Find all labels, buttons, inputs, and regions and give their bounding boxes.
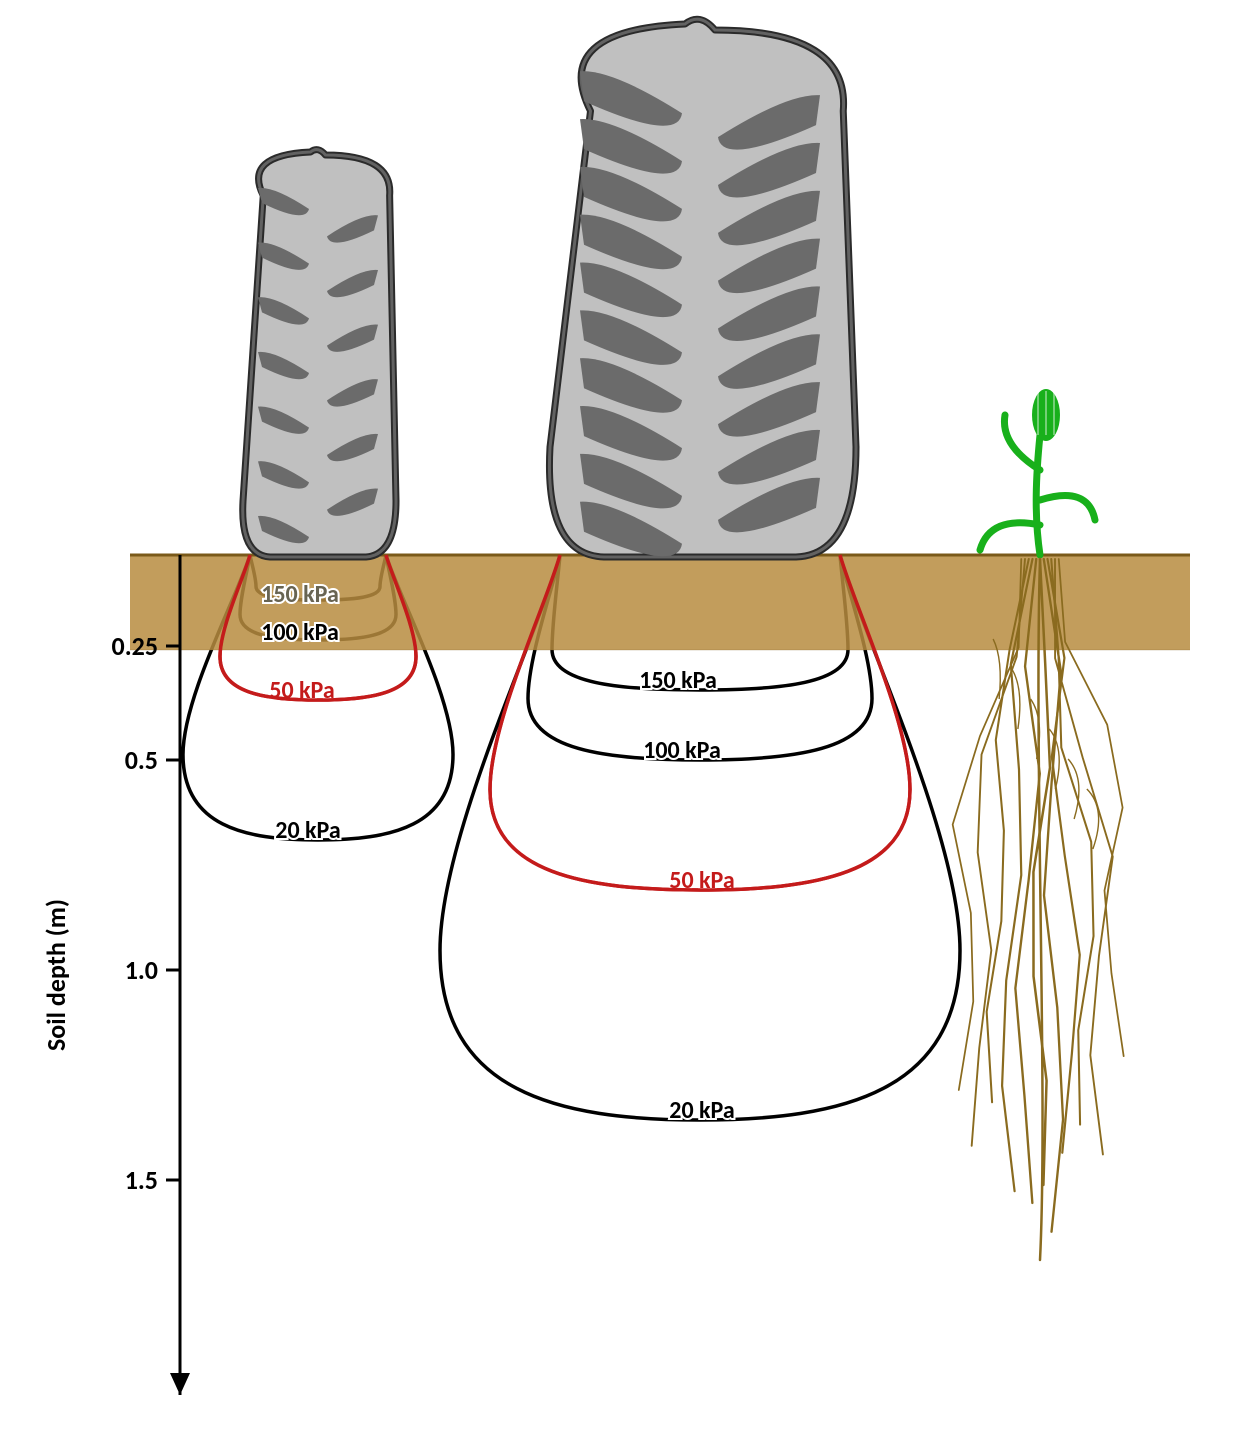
pressure-label: 150 kPa [261, 580, 339, 609]
pressure-label: 150 kPa [639, 666, 717, 695]
axis-tick-label: 1.5 [125, 1164, 158, 1196]
plant-with-roots [953, 389, 1124, 1260]
axis-tick-label: 1.0 [125, 954, 158, 986]
pressure-label: 20 kPa [669, 1096, 734, 1125]
pressure-label: 100 kPa [261, 618, 339, 647]
axis-tick-label: 0.5 [125, 744, 158, 776]
diagram-svg: 0.25 0.5 1.0 1.5 Soil depth (m) 150 kPa 100 k… [0, 0, 1247, 1443]
soil-depth-axis: 0.25 0.5 1.0 1.5 Soil depth (m) [40, 555, 190, 1395]
diagram-canvas: 0.25 0.5 1.0 1.5 Soil depth (m) 150 kPa 100 k… [0, 0, 1247, 1443]
tire-small [243, 150, 396, 557]
tire-large [549, 19, 856, 557]
axis-tick-label: 0.25 [112, 630, 158, 662]
pressure-label: 20 kPa [275, 816, 340, 845]
pressure-label: 100 kPa [643, 736, 721, 765]
axis-title: Soil depth (m) [40, 899, 72, 1051]
